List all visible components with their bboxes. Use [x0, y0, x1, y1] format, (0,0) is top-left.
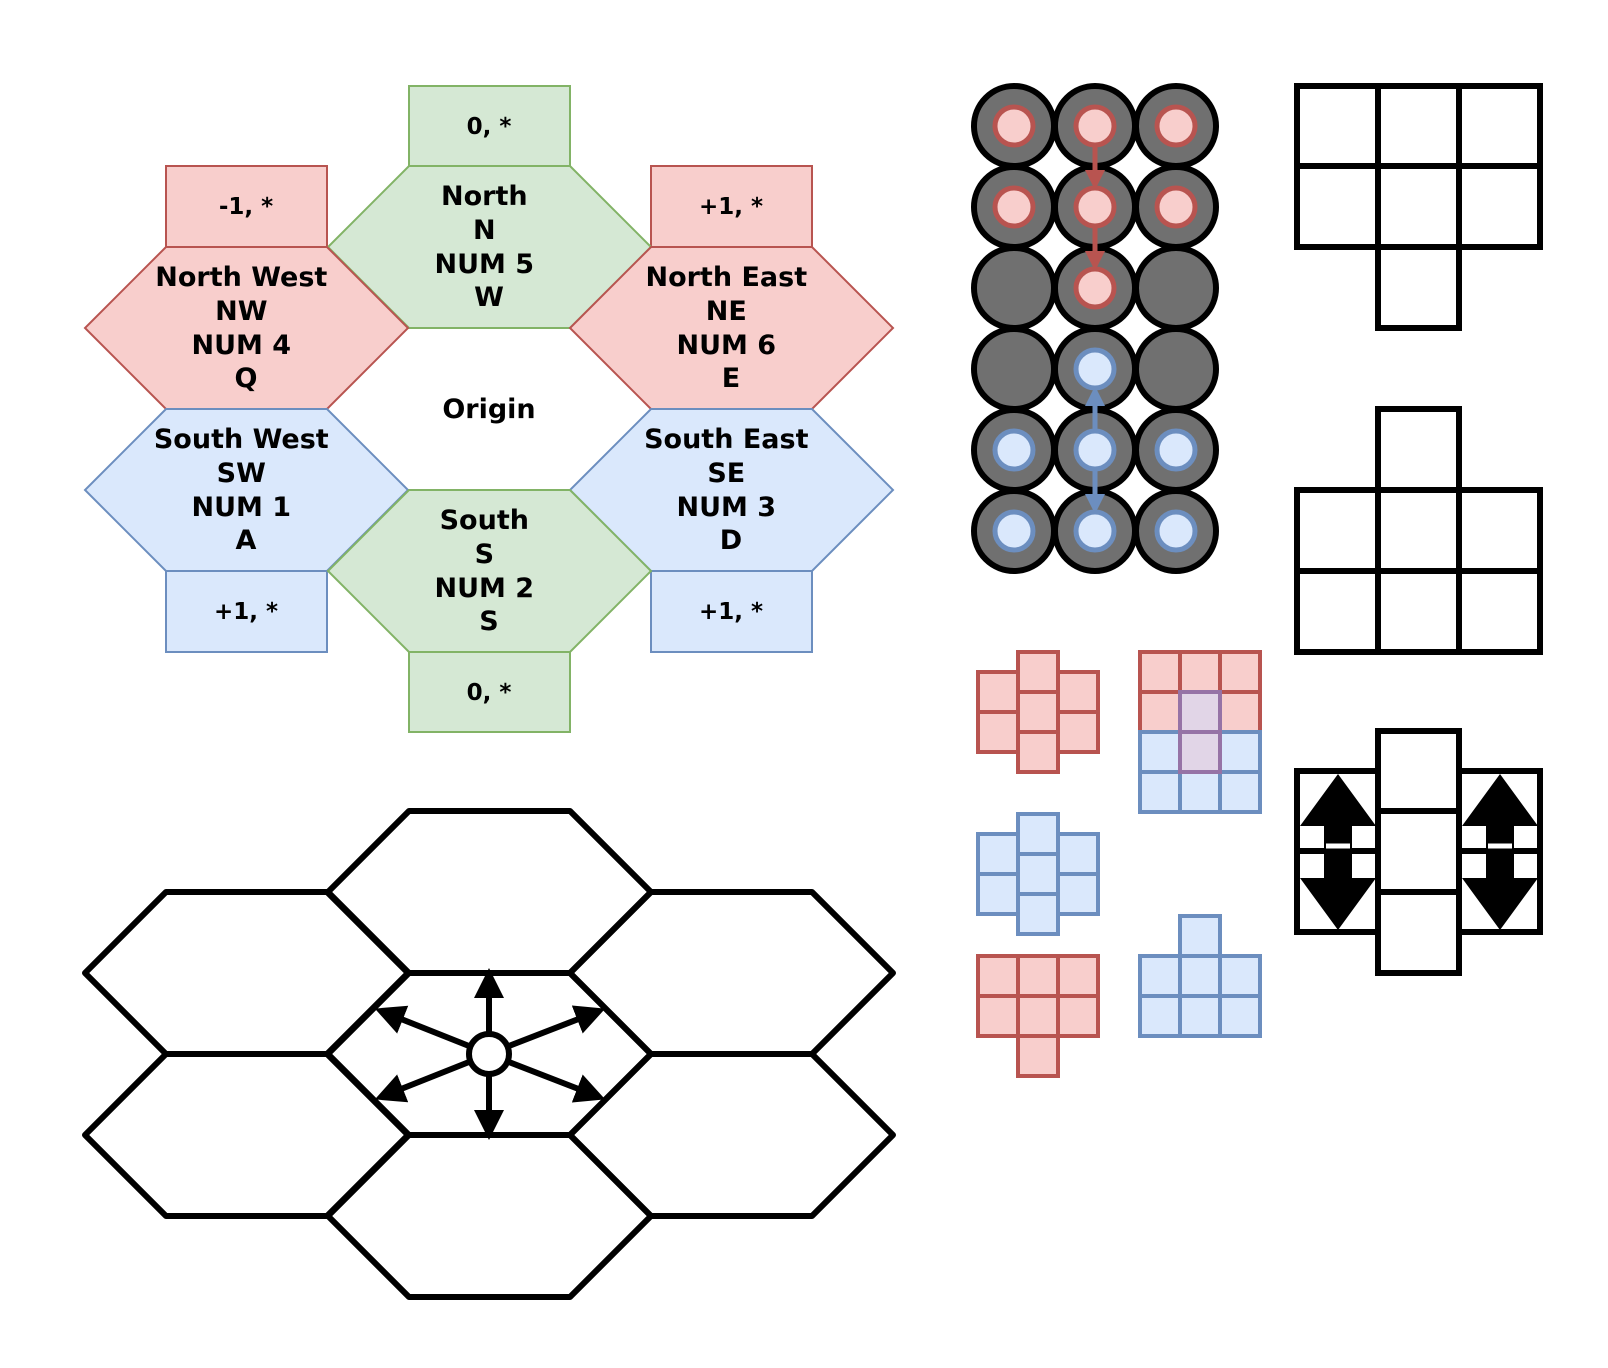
- tile-patterns: [976, 650, 1262, 1078]
- offset-label-south-east: +1, *: [699, 599, 763, 625]
- overlap-tile-pattern: [1138, 650, 1262, 814]
- square-grid-top: [1294, 83, 1543, 331]
- offset-tab-north: 0, *: [408, 85, 571, 167]
- hex-north-west-name: North West: [155, 262, 327, 293]
- arrow-north-west: [374, 1005, 471, 1049]
- outline-hex-north: [325, 808, 654, 976]
- red-tile-pattern-2: [976, 954, 1100, 1078]
- blue-tile-pattern-1: [976, 812, 1100, 936]
- outline-hex-north-east: [567, 889, 896, 1057]
- hex-south-abbr: S: [475, 539, 494, 570]
- hex-north-west-key: Q: [235, 363, 258, 394]
- offset-label-north-west: -1, *: [219, 194, 273, 220]
- red-tile-pattern-1: [976, 650, 1100, 774]
- hex-north-east: North East NE NUM 6 E: [568, 246, 895, 410]
- offset-tab-south-east: +1, *: [650, 570, 813, 653]
- outline-hex-south: [325, 1132, 654, 1300]
- offset-label-south: 0, *: [467, 680, 512, 706]
- blue-tile-pattern-2: [1138, 914, 1262, 1038]
- svg-text:North East NE: North East NE NUM 6 E: [645, 262, 816, 394]
- hex-north-west: North West NW NUM 4 Q: [83, 246, 410, 410]
- hex-north-east-abbr: NE: [706, 296, 747, 327]
- offset-tab-south-west: +1, *: [165, 570, 328, 653]
- direction-arrows: [374, 968, 606, 1140]
- hex-north-key: W: [474, 282, 504, 313]
- hex-north-name: North: [441, 181, 528, 212]
- hex-north-abbr: N: [473, 215, 496, 246]
- outline-hex-north-west: [82, 889, 411, 1057]
- double-arrow-icon: [1462, 774, 1538, 930]
- direction-hex-map: 0, * -1, * +1, * +1, * +1, * 0, * North: [83, 85, 895, 733]
- svg-text:South West SW: South West SW NUM 1 A: [154, 424, 338, 556]
- offset-label-north: 0, *: [467, 114, 512, 140]
- origin-circle: [466, 1031, 512, 1077]
- hex-north-west-abbr: NW: [215, 296, 267, 327]
- hex-south-west-key: A: [236, 525, 257, 556]
- hex-south: South S NUM 2 S: [326, 489, 653, 653]
- hex-north-east-numpad: NUM 6: [677, 330, 777, 361]
- hex-south-numpad: NUM 2: [435, 573, 535, 604]
- svg-text:South S NUM 2: South S NUM 2 S: [435, 505, 544, 637]
- hex-south-east-numpad: NUM 3: [677, 492, 777, 523]
- arrow-north-east: [507, 1005, 606, 1049]
- hex-south-east-name: South East: [644, 424, 808, 455]
- hex-north-west-numpad: NUM 4: [192, 330, 292, 361]
- offset-label-north-east: +1, *: [699, 194, 763, 220]
- hex-north: North N NUM 5 W: [326, 165, 653, 329]
- outline-hex-south-west: [82, 1051, 411, 1219]
- square-grid-middle: [1294, 406, 1543, 655]
- hex-south-key: S: [479, 606, 498, 637]
- double-arrow-icon: [1300, 774, 1376, 930]
- circle-neighbor-grid: [971, 83, 1219, 574]
- hex-south-east-key: D: [720, 525, 742, 556]
- offset-tab-north-east: +1, *: [650, 165, 813, 248]
- svg-text:North N NUM 5: North N NUM 5 W: [435, 181, 544, 313]
- svg-text:North West NW: North West NW NUM 4 Q: [155, 262, 337, 394]
- hex-south-west-numpad: NUM 1: [192, 492, 292, 523]
- circle-grid-red-dots: [992, 104, 1198, 310]
- hex-south-name: South: [440, 505, 529, 536]
- svg-text:South East SE: South East SE NUM 3 D: [644, 424, 818, 556]
- circle-grid-blue-dots: [992, 347, 1198, 553]
- arrow-south-east: [507, 1059, 606, 1103]
- hex-south-west-name: South West: [154, 424, 329, 455]
- arrow-south-west: [374, 1059, 471, 1103]
- hex-north-east-key: E: [722, 363, 740, 394]
- offset-tab-south: 0, *: [408, 651, 571, 733]
- origin-label: Origin: [442, 394, 535, 425]
- outline-hex-grid: [82, 808, 896, 1300]
- offset-tab-north-west: -1, *: [165, 165, 328, 248]
- outline-hex-south-east: [567, 1051, 896, 1219]
- offset-label-south-west: +1, *: [214, 599, 278, 625]
- hex-south-east: South East SE NUM 3 D: [568, 408, 895, 572]
- hex-north-east-name: North East: [645, 262, 807, 293]
- hex-north-numpad: NUM 5: [435, 249, 535, 280]
- hex-south-west-abbr: SW: [217, 458, 266, 489]
- hex-south-east-abbr: SE: [707, 458, 745, 489]
